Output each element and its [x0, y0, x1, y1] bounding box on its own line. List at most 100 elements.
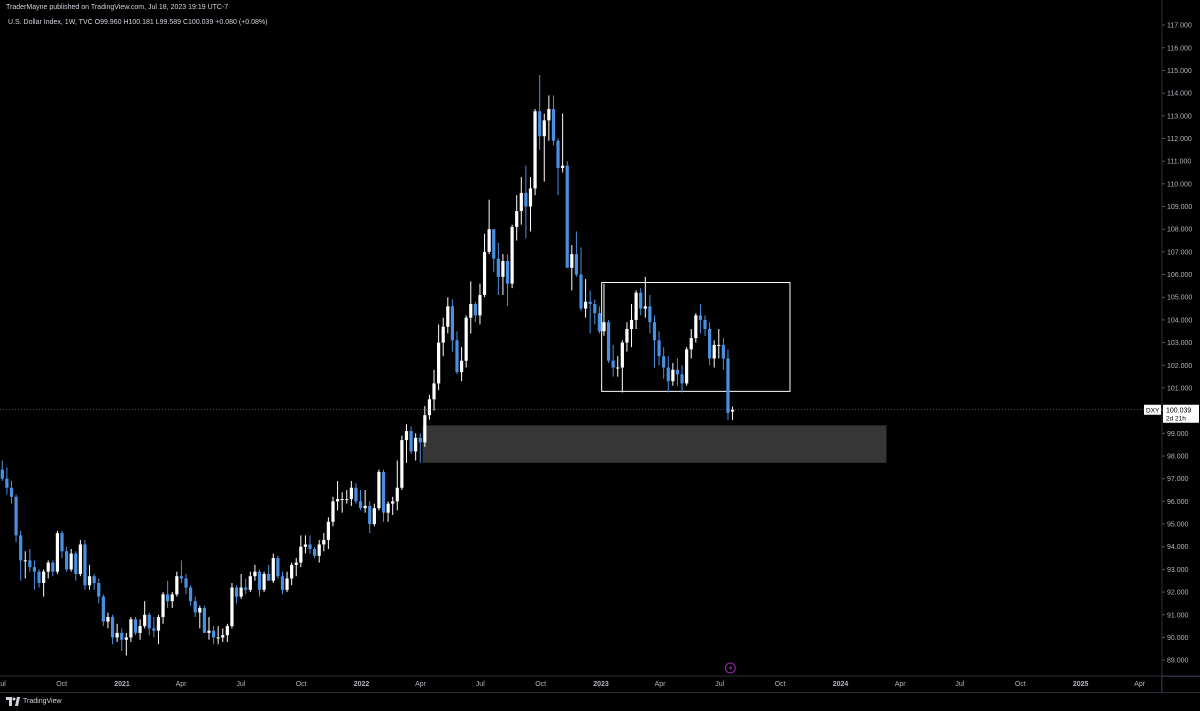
candle-body[interactable]: [400, 440, 404, 488]
candle-body[interactable]: [639, 292, 643, 309]
candle-body[interactable]: [317, 544, 321, 556]
candle-body[interactable]: [634, 292, 638, 320]
candle-body[interactable]: [120, 632, 124, 640]
candle-body[interactable]: [64, 551, 69, 570]
candle-body[interactable]: [629, 319, 634, 329]
candle-body[interactable]: [239, 587, 243, 597]
candle-body[interactable]: [202, 607, 206, 633]
candle-body[interactable]: [570, 254, 574, 268]
candle-body[interactable]: [280, 576, 285, 590]
candle-body[interactable]: [211, 630, 216, 638]
candle-body[interactable]: [721, 344, 725, 359]
candle-body[interactable]: [368, 505, 372, 525]
candle-body[interactable]: [386, 503, 390, 513]
candle-body[interactable]: [519, 192, 523, 212]
candle-body[interactable]: [583, 301, 588, 309]
candle-body[interactable]: [138, 626, 142, 633]
candle-body[interactable]: [689, 338, 693, 350]
candle-body[interactable]: [147, 614, 151, 629]
candle-body[interactable]: [528, 188, 533, 207]
candle-body[interactable]: [188, 587, 193, 602]
candle-body[interactable]: [524, 192, 528, 207]
candle-body[interactable]: [225, 626, 229, 636]
tradingview-logo[interactable]: TradingView: [6, 697, 62, 706]
candle-body[interactable]: [271, 558, 275, 581]
candle-body[interactable]: [133, 619, 138, 633]
candle-body[interactable]: [680, 374, 684, 384]
candle-body[interactable]: [294, 562, 298, 565]
candle-body[interactable]: [101, 596, 105, 622]
candle-body[interactable]: [60, 533, 64, 552]
candle-body[interactable]: [538, 111, 542, 137]
candle-body[interactable]: [234, 587, 239, 597]
candle-body[interactable]: [712, 344, 716, 359]
candle-body[interactable]: [335, 499, 340, 502]
candle-body[interactable]: [703, 319, 707, 329]
range-box[interactable]: [601, 281, 791, 392]
candle-body[interactable]: [593, 304, 597, 314]
candle-body[interactable]: [106, 617, 110, 622]
candle-body[interactable]: [556, 140, 560, 168]
candle-body[interactable]: [482, 251, 487, 295]
candle-body[interactable]: [414, 437, 418, 452]
candle-body[interactable]: [418, 437, 422, 443]
candle-body[interactable]: [363, 505, 367, 509]
candle-body[interactable]: [290, 564, 294, 579]
candle-body[interactable]: [671, 369, 675, 382]
candle-body[interactable]: [19, 535, 23, 561]
candle-body[interactable]: [83, 544, 87, 586]
candle-body[interactable]: [574, 254, 579, 275]
candle-body[interactable]: [652, 322, 657, 341]
candle-body[interactable]: [299, 546, 303, 563]
candle-body[interactable]: [198, 607, 202, 613]
candle-body[interactable]: [23, 560, 27, 562]
candle-body[interactable]: [492, 229, 496, 259]
candle-body[interactable]: [446, 306, 450, 327]
candle-body[interactable]: [349, 487, 353, 500]
candle-body[interactable]: [579, 274, 583, 309]
candle-body[interactable]: [730, 409, 735, 412]
candle-body[interactable]: [533, 111, 537, 189]
candle-body[interactable]: [129, 619, 133, 638]
candle-body[interactable]: [657, 340, 661, 357]
candle-body[interactable]: [276, 558, 280, 577]
candle-body[interactable]: [487, 229, 491, 252]
candle-body[interactable]: [432, 383, 436, 400]
candle-body[interactable]: [666, 367, 670, 382]
candle-body[interactable]: [455, 340, 459, 373]
candle-body[interactable]: [547, 108, 551, 121]
candle-body[interactable]: [345, 499, 349, 501]
candle-body[interactable]: [561, 165, 565, 168]
candle-body[interactable]: [216, 637, 220, 639]
candle-body[interactable]: [478, 294, 482, 316]
candle-body[interactable]: [152, 628, 156, 631]
candle-body[interactable]: [542, 120, 546, 137]
candle-body[interactable]: [515, 211, 519, 227]
candle-body[interactable]: [423, 415, 427, 443]
candle-body[interactable]: [620, 342, 624, 368]
candle-body[interactable]: [110, 617, 115, 638]
candle-body[interactable]: [267, 573, 271, 581]
candle-body[interactable]: [37, 571, 41, 584]
candle-body[interactable]: [588, 301, 592, 305]
candle-body[interactable]: [473, 304, 477, 316]
candle-body[interactable]: [143, 614, 147, 627]
candle-body[interactable]: [464, 317, 468, 361]
candle-body[interactable]: [308, 544, 312, 549]
candle-body[interactable]: [170, 594, 174, 602]
price-chart[interactable]: 89.000 90.000 91.000 92.000 93.000 94.000 95.0…: [0, 0, 1200, 692]
candle-body[interactable]: [340, 499, 344, 501]
candle-body[interactable]: [303, 544, 308, 547]
candle-body[interactable]: [597, 313, 601, 332]
candle-body[interactable]: [662, 356, 666, 368]
candle-body[interactable]: [643, 306, 647, 309]
candle-body[interactable]: [78, 544, 82, 574]
candle-body[interactable]: [510, 226, 514, 284]
candle-body[interactable]: [496, 258, 500, 277]
candle-body[interactable]: [459, 360, 464, 373]
candle-body[interactable]: [51, 562, 55, 572]
candle-body[interactable]: [437, 342, 441, 384]
candle-body[interactable]: [326, 521, 330, 540]
candle-body[interactable]: [505, 260, 510, 284]
candle-body[interactable]: [602, 322, 606, 332]
